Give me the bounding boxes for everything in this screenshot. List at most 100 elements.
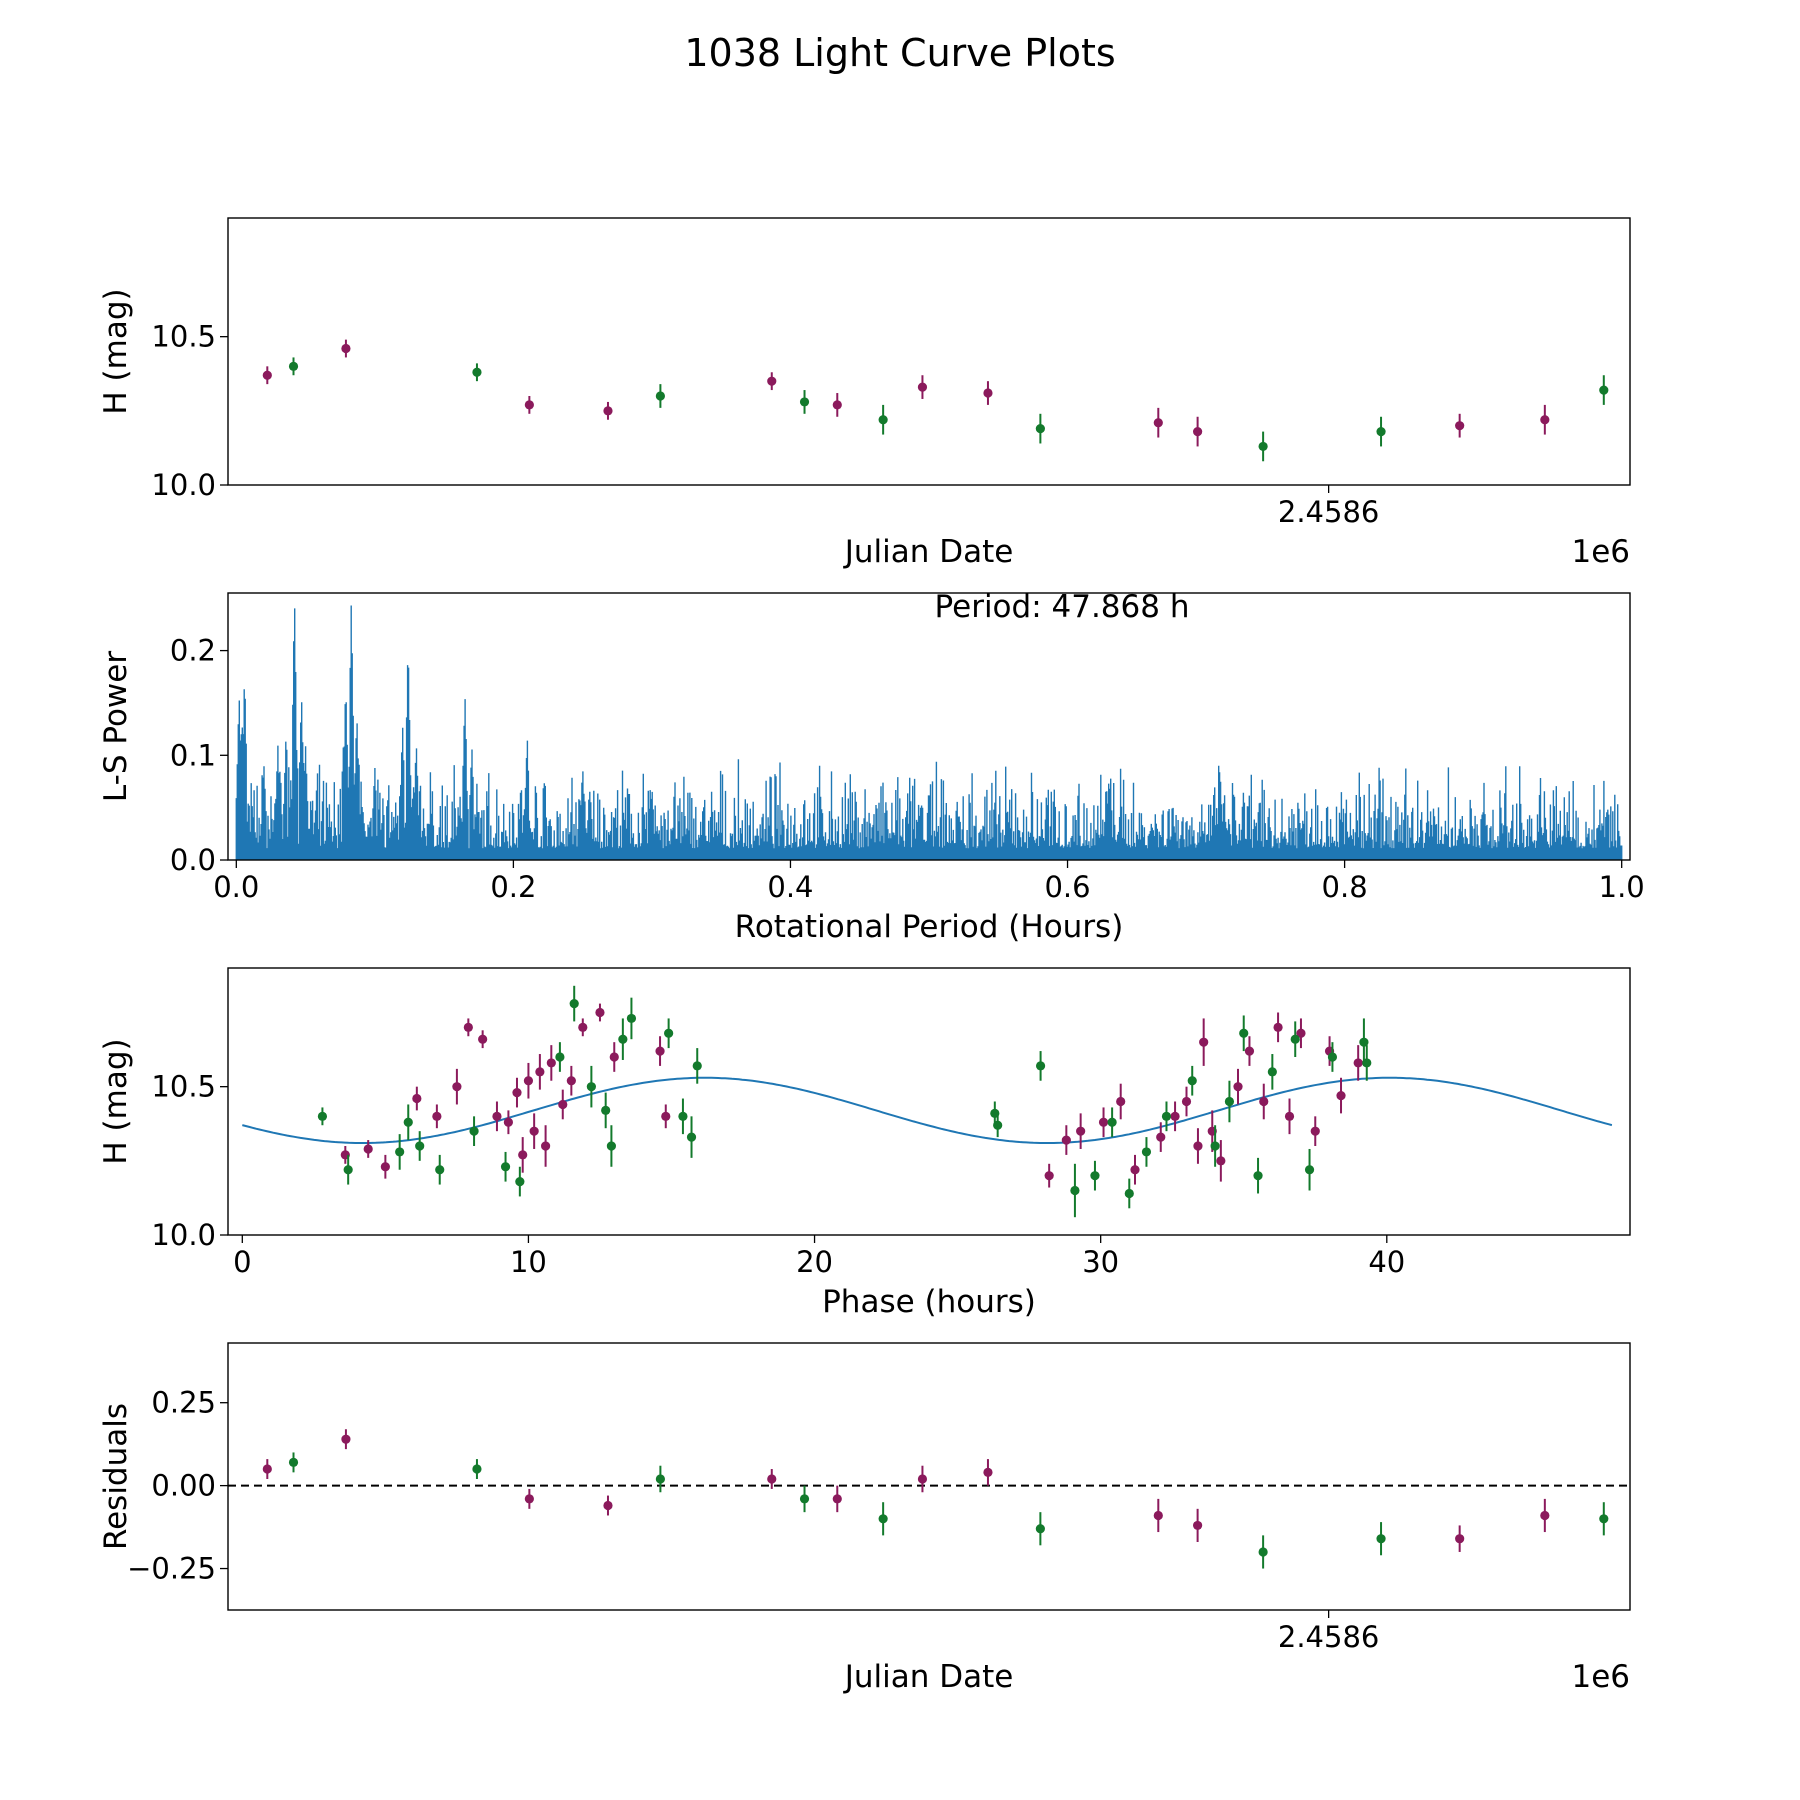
x-tick-label: 1.0	[1599, 870, 1645, 904]
data-point	[1193, 1141, 1203, 1151]
data-point	[395, 1147, 405, 1157]
data-point	[341, 343, 351, 354]
data-point	[1116, 1096, 1126, 1107]
axes-frame	[227, 967, 1631, 1236]
y-tick-label: 0.0	[170, 843, 216, 877]
data-point	[1061, 1135, 1071, 1145]
data-point	[569, 999, 579, 1009]
x-tick-label: 30	[1082, 1245, 1119, 1279]
data-point	[555, 1052, 565, 1062]
x-tick-label: 0.6	[1044, 870, 1090, 904]
data-point	[1376, 1534, 1386, 1544]
data-point	[452, 1082, 462, 1092]
data-point	[878, 415, 888, 425]
data-point	[523, 1076, 534, 1086]
data-point	[472, 1464, 482, 1474]
data-point	[1296, 1028, 1306, 1038]
data-point	[1107, 1117, 1117, 1127]
data-point	[1098, 1117, 1109, 1127]
data-point	[606, 1141, 617, 1151]
data-point	[1044, 1171, 1054, 1181]
data-point	[492, 1111, 502, 1121]
data-point	[1540, 1510, 1550, 1521]
plot-area	[242, 985, 1613, 1218]
data-point	[566, 1076, 576, 1086]
data-point	[686, 1132, 697, 1142]
data-point	[1284, 1111, 1295, 1121]
x-tick-label: 2.4586	[1278, 1620, 1379, 1654]
x-tick-label: 0.8	[1322, 870, 1368, 904]
plot-area	[228, 1429, 1630, 1569]
data-point	[1267, 1067, 1277, 1077]
data-point	[1540, 415, 1550, 425]
data-point	[1304, 1165, 1315, 1175]
data-point	[1224, 1096, 1235, 1107]
x-axis-label: Phase (hours)	[822, 1284, 1036, 1320]
y-tick-label: 0.25	[151, 1386, 216, 1420]
data-point	[1336, 1090, 1346, 1101]
data-point	[878, 1514, 888, 1524]
data-point	[799, 1494, 810, 1504]
data-point	[1090, 1171, 1100, 1181]
data-point	[1210, 1141, 1220, 1151]
axes-frame	[227, 1342, 1631, 1611]
data-point	[1599, 385, 1609, 395]
data-point	[832, 400, 842, 410]
phase-folded-panel: 0 10 20 30 40 10.0 10.5 Phase (hours) H (mag)	[98, 967, 1631, 1320]
data-point	[1376, 427, 1386, 437]
data-point	[1070, 1185, 1080, 1196]
data-point	[469, 1126, 479, 1136]
data-point	[983, 388, 993, 398]
data-point	[917, 1474, 928, 1484]
y-tick-label: 10.0	[151, 468, 216, 502]
data-point	[1035, 1061, 1046, 1071]
data-point	[415, 1141, 425, 1151]
data-point	[403, 1117, 413, 1127]
data-point	[1076, 1126, 1086, 1136]
data-point	[1035, 1524, 1045, 1534]
data-point	[1233, 1082, 1243, 1092]
y-axis-label: L-S Power	[98, 651, 134, 802]
residuals-panel: 2.45862.45882.45902.45922.45942.45960.25…	[98, 1342, 1631, 1695]
data-point	[603, 1500, 613, 1511]
y-tick-label: 10.5	[151, 320, 216, 354]
y-axis-label: Residuals	[98, 1403, 134, 1550]
y-tick-label: 10.0	[151, 1218, 216, 1252]
data-point	[609, 1052, 619, 1062]
data-point	[1310, 1126, 1320, 1136]
data-point	[317, 1111, 328, 1121]
data-point	[1035, 424, 1045, 434]
data-point	[478, 1034, 488, 1044]
plot-area	[235, 605, 1623, 860]
data-point	[1239, 1028, 1249, 1038]
data-point	[595, 1007, 605, 1018]
data-point	[1193, 1520, 1203, 1531]
data-point	[546, 1058, 556, 1068]
data-point	[524, 400, 534, 410]
data-point	[1327, 1052, 1338, 1062]
data-point	[655, 1474, 665, 1484]
axes-frame	[227, 592, 1631, 861]
data-point	[1193, 427, 1203, 437]
x-axis-label: Rotational Period (Hours)	[735, 909, 1124, 945]
y-tick-label: 10.5	[151, 1070, 216, 1104]
y-tick-label: 0.1	[170, 738, 216, 772]
data-point	[435, 1165, 445, 1175]
data-point	[1216, 1156, 1226, 1166]
data-point	[288, 361, 299, 371]
y-axis-label: H (mag)	[98, 1038, 134, 1164]
data-point	[1258, 1547, 1268, 1557]
data-point	[586, 1082, 596, 1092]
data-point	[578, 1022, 588, 1032]
data-point	[993, 1120, 1003, 1130]
data-point	[515, 1177, 525, 1187]
data-point	[1362, 1058, 1372, 1068]
data-point	[363, 1144, 373, 1154]
data-point	[1156, 1132, 1166, 1142]
data-point	[767, 376, 777, 386]
data-point	[1181, 1096, 1192, 1107]
data-point	[432, 1111, 442, 1121]
data-point	[558, 1099, 568, 1110]
periodogram-panel: 0.0 0.2 0.4 0.6 0.8 1.0 0.0 0.1 0.2 Rotational Pe…	[98, 589, 1645, 945]
